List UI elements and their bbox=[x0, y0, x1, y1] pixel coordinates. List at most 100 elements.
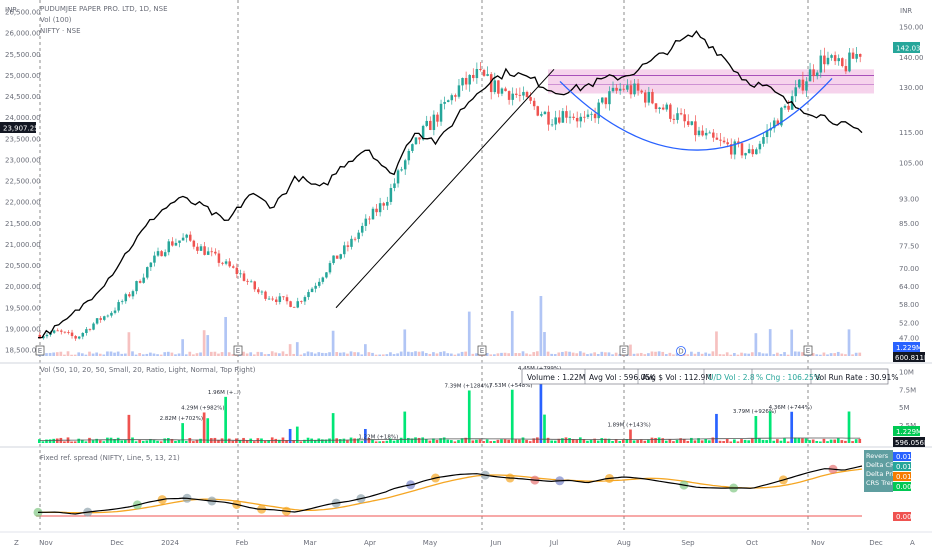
vol-bar bbox=[192, 441, 195, 443]
vol-bar bbox=[446, 440, 449, 443]
vol-bar bbox=[744, 440, 747, 443]
main-volume-bar bbox=[196, 353, 199, 356]
main-volume-bar bbox=[432, 352, 435, 356]
vol-bar bbox=[543, 415, 546, 443]
stat-avg-dollar-vol: Avg $ Vol : 112.9M bbox=[642, 373, 712, 382]
resistance-band[interactable] bbox=[548, 69, 874, 93]
vol-bar bbox=[661, 438, 664, 443]
resistance-zone[interactable] bbox=[548, 69, 874, 93]
main-volume-bar bbox=[769, 329, 772, 356]
time-label: Dec bbox=[110, 539, 124, 547]
main-volume-bar bbox=[497, 353, 500, 356]
candle-body bbox=[658, 108, 661, 109]
index-tick: 18,500.00 bbox=[5, 347, 41, 355]
main-volume-bar bbox=[425, 353, 428, 356]
vol-bar bbox=[629, 430, 632, 443]
candle-body bbox=[150, 263, 153, 267]
vol-bar bbox=[722, 441, 725, 443]
candle-body bbox=[651, 92, 654, 103]
candle-body bbox=[207, 251, 210, 255]
candle-body bbox=[623, 89, 626, 90]
main-volume-bar bbox=[278, 353, 281, 356]
vol-tick: 7.5M bbox=[899, 386, 916, 394]
vol-bar bbox=[858, 439, 861, 443]
candle-body bbox=[354, 239, 357, 240]
main-volume-bar bbox=[49, 353, 52, 356]
vol-bar bbox=[808, 440, 811, 443]
candle-body bbox=[425, 121, 428, 126]
main-volume-bar bbox=[307, 352, 310, 356]
main-volume-bar bbox=[203, 330, 206, 356]
candle-body bbox=[673, 119, 676, 120]
main-volume-bar bbox=[246, 353, 249, 356]
main-volume-bar bbox=[629, 345, 632, 356]
auto-scale-icon[interactable]: A bbox=[910, 539, 915, 547]
time-label: Nov bbox=[811, 539, 825, 547]
vol-bar bbox=[636, 440, 639, 443]
vol-bar bbox=[95, 439, 98, 443]
main-volume-bar bbox=[669, 353, 672, 356]
vol-bar bbox=[565, 437, 568, 443]
main-volume-bar bbox=[525, 353, 528, 356]
candle-body bbox=[784, 106, 787, 108]
vol-bar bbox=[504, 439, 507, 443]
candle-body bbox=[451, 95, 454, 100]
candle-body bbox=[46, 335, 49, 336]
candle-body bbox=[440, 104, 443, 122]
main-volume-bar bbox=[102, 355, 105, 356]
main-volume-bar bbox=[303, 353, 306, 356]
main-volume-bar bbox=[690, 352, 693, 356]
currency-right: INR bbox=[900, 7, 912, 15]
main-volume-bar bbox=[611, 354, 614, 356]
candle-body bbox=[332, 256, 335, 264]
vol-annotation: 1.89M (+143%) bbox=[607, 423, 650, 429]
main-volume-bar bbox=[310, 352, 313, 356]
earnings-marker-label: E bbox=[806, 347, 810, 355]
candle-body bbox=[694, 121, 697, 135]
vol-bar bbox=[729, 441, 732, 443]
vol-bar bbox=[482, 441, 485, 443]
main-volume-bar bbox=[267, 354, 270, 356]
candle-body bbox=[379, 203, 382, 212]
main-volume-bar bbox=[178, 353, 181, 356]
vol-bar bbox=[837, 438, 840, 443]
main-volume-bar bbox=[461, 352, 464, 356]
candle-body bbox=[307, 292, 310, 297]
vol-bar bbox=[758, 439, 761, 443]
vol-bar bbox=[586, 441, 589, 443]
main-volume-bar bbox=[765, 354, 768, 356]
main-volume-bar bbox=[135, 355, 138, 356]
candle-body bbox=[655, 103, 658, 109]
main-volume-bar bbox=[583, 353, 586, 356]
candle-body bbox=[576, 118, 579, 121]
main-volume-bar bbox=[518, 353, 521, 356]
candle-body bbox=[246, 281, 249, 282]
candle-body bbox=[504, 89, 507, 92]
main-volume-bar bbox=[88, 352, 91, 356]
index-tick: 24,500.00 bbox=[5, 93, 41, 101]
main-volume-bar bbox=[615, 353, 618, 356]
tz-icon[interactable]: Z bbox=[14, 539, 19, 547]
candle-body bbox=[200, 246, 203, 251]
vol-annotation: 4.29M (+982%) bbox=[181, 405, 224, 411]
candle-body bbox=[253, 281, 256, 289]
vol-bar bbox=[529, 441, 532, 443]
candle-body bbox=[236, 268, 239, 274]
vol-bar bbox=[396, 440, 399, 443]
main-volume-bar bbox=[561, 352, 564, 356]
main-volume-bar bbox=[640, 353, 643, 356]
candle-body bbox=[612, 88, 615, 91]
vol-bar bbox=[787, 441, 790, 443]
main-volume-bar bbox=[557, 352, 560, 356]
main-volume-bar bbox=[801, 352, 804, 356]
vol-bar bbox=[600, 438, 603, 443]
vol-bar bbox=[654, 438, 657, 443]
vol-bar bbox=[597, 441, 600, 443]
main-volume-bar bbox=[142, 354, 145, 356]
vol-bar bbox=[153, 440, 156, 443]
index-tick: 25,000.00 bbox=[5, 72, 41, 80]
main-volume-bar bbox=[787, 355, 790, 356]
vol-bar bbox=[382, 441, 385, 443]
main-volume-bar bbox=[500, 353, 503, 356]
